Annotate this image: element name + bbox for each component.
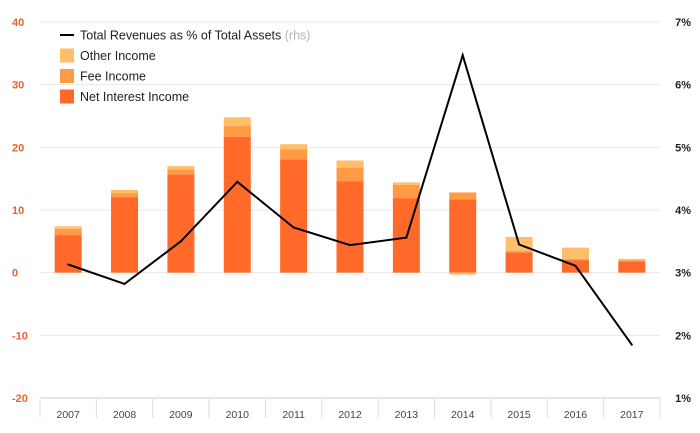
bar-fee-income	[167, 169, 195, 175]
bar-fee-income	[449, 192, 477, 200]
x-tick-label: 2015	[507, 409, 531, 421]
x-tick-label: 2013	[395, 409, 419, 421]
line-point	[67, 263, 70, 266]
y-right-tick-label: 5%	[675, 142, 691, 154]
line-point	[292, 226, 295, 229]
line-point	[179, 240, 182, 243]
bar-other-income	[223, 117, 251, 127]
x-tick-label: 2007	[57, 409, 81, 421]
legend-swatch	[60, 89, 74, 104]
bar-other-income	[280, 144, 308, 150]
bar-net-interest-income	[618, 261, 646, 273]
x-tick-label: 2009	[169, 409, 193, 421]
bar-other-income	[336, 160, 364, 169]
line-point	[349, 244, 351, 247]
bar-net-interest-income	[449, 199, 477, 273]
bar-fee-income	[223, 126, 251, 137]
bar-fee-income	[505, 250, 533, 253]
legend-swatch	[60, 48, 74, 63]
bar-net-interest-income	[223, 136, 251, 273]
x-tick-label: 2010	[226, 409, 250, 421]
y-right-tick-label: 4%	[675, 205, 691, 217]
x-tick-label: 2016	[564, 409, 588, 421]
bar-other-income	[561, 247, 589, 259]
x-tick-label: 2014	[451, 409, 475, 421]
y-left-tick-label: -20	[12, 393, 28, 405]
y-right-tick-label: 3%	[675, 268, 691, 280]
line-point	[123, 282, 126, 285]
legend-label: Other Income	[80, 49, 156, 63]
y-left-tick-label: 10	[12, 205, 24, 217]
bar-other-income	[54, 226, 82, 229]
y-left-tick-label: -10	[12, 330, 28, 342]
y-left-tick-label: 20	[12, 142, 24, 154]
line-point	[518, 243, 521, 246]
bar-other-income	[167, 166, 195, 170]
bar-net-interest-income	[336, 181, 364, 273]
line-point	[461, 54, 464, 57]
y-left-tick-label: 30	[12, 80, 24, 92]
line-point	[574, 264, 577, 267]
line-point	[630, 343, 633, 346]
bar-fee-income	[618, 260, 646, 262]
legend: Total Revenues as % of Total Assets (rhs…	[60, 29, 310, 104]
line-point	[405, 236, 408, 239]
legend-swatch	[60, 69, 74, 83]
bar-net-interest-income	[54, 235, 82, 273]
bar-other-income	[392, 182, 420, 185]
bar-net-interest-income	[280, 159, 308, 273]
bar-other-income	[111, 189, 139, 194]
bar-fee-income	[392, 184, 420, 199]
bar-net-interest-income	[111, 197, 139, 273]
bar-fee-income	[280, 149, 308, 160]
bar-net-interest-income	[505, 252, 533, 273]
legend-label: Net Interest Income	[80, 90, 189, 104]
y-right-tick-label: 6%	[675, 80, 691, 92]
legend-label: Fee Income	[80, 70, 146, 84]
bar-fee-income	[336, 168, 364, 182]
y-right-tick-label: 1%	[675, 393, 691, 405]
y-right-tick-label: 7%	[675, 17, 691, 29]
legend-label-suffix: (rhs)	[281, 29, 310, 43]
bar-fee-income	[54, 228, 82, 236]
x-tick-label: 2008	[113, 409, 137, 421]
x-tick-label: 2017	[620, 409, 644, 421]
bar-other-income	[449, 272, 477, 275]
bar-fee-income	[111, 193, 139, 198]
bar-net-interest-income	[167, 174, 195, 273]
x-tick-label: 2012	[338, 409, 362, 421]
legend-label: Total Revenues as % of Total Assets (rhs…	[80, 29, 310, 43]
y-left-tick-label: 40	[12, 17, 24, 29]
y-right-tick-label: 2%	[675, 330, 691, 342]
x-tick-label: 2011	[282, 409, 305, 421]
y-left-tick-label: 0	[12, 268, 18, 280]
line-point	[236, 180, 239, 183]
bar-fee-income	[561, 258, 589, 261]
bar-other-income	[618, 258, 646, 261]
